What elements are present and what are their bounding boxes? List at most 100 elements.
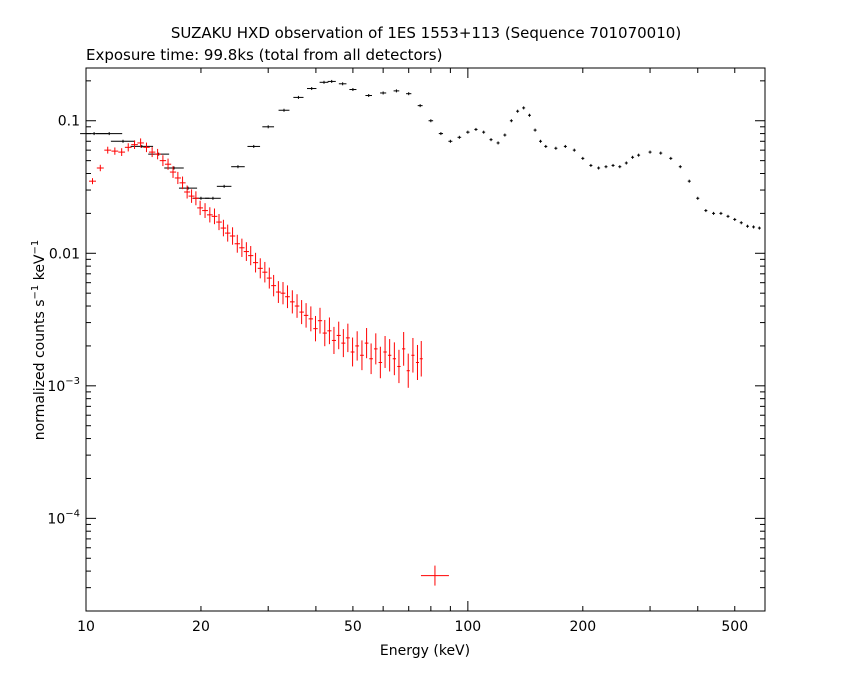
data-point xyxy=(248,246,254,266)
x-tick-label: 10 xyxy=(77,619,95,635)
data-point xyxy=(618,165,622,169)
data-point xyxy=(364,328,369,359)
data-point xyxy=(719,211,723,215)
data-point xyxy=(111,147,119,155)
data-point xyxy=(89,178,97,185)
data-point xyxy=(131,140,138,149)
data-point xyxy=(124,143,132,152)
data-point xyxy=(184,185,191,199)
data-point xyxy=(539,139,543,143)
data-point xyxy=(597,166,601,170)
data-point xyxy=(154,148,161,160)
series-red xyxy=(89,138,449,586)
data-point xyxy=(205,196,221,200)
data-point xyxy=(687,179,691,183)
data-point xyxy=(178,186,198,190)
data-point xyxy=(96,132,123,136)
data-point xyxy=(294,294,300,318)
series-black xyxy=(80,79,761,230)
data-point xyxy=(669,156,673,160)
data-point xyxy=(503,133,507,137)
data-point xyxy=(174,171,181,185)
data-point xyxy=(752,225,756,229)
data-point xyxy=(322,319,327,347)
data-point xyxy=(319,80,329,84)
data-point xyxy=(726,214,730,218)
data-point xyxy=(234,234,240,253)
data-point xyxy=(678,165,682,169)
data-point xyxy=(611,163,615,167)
data-point xyxy=(341,329,346,358)
data-point xyxy=(527,113,531,117)
data-point xyxy=(757,226,761,230)
data-point xyxy=(704,209,708,213)
data-point xyxy=(299,300,304,325)
data-point xyxy=(402,332,406,366)
data-point xyxy=(466,130,470,134)
data-point xyxy=(338,82,347,86)
data-point xyxy=(243,242,249,261)
data-point xyxy=(659,151,663,155)
x-tick-label: 50 xyxy=(344,619,362,635)
x-tick-labels: 10 20 50 100 200 500 xyxy=(77,619,748,635)
x-tick-label: 200 xyxy=(569,619,596,635)
x-axis-label: Energy (keV) xyxy=(380,643,470,659)
data-point xyxy=(148,147,156,158)
data-point xyxy=(387,339,392,372)
data-point xyxy=(262,125,275,129)
data-point xyxy=(380,91,387,95)
data-point xyxy=(303,303,309,328)
data-point xyxy=(572,148,576,152)
data-point xyxy=(220,219,227,237)
data-point xyxy=(428,119,434,123)
data-point xyxy=(544,144,548,148)
data-point xyxy=(393,89,400,93)
data-point xyxy=(164,166,184,170)
data-point xyxy=(355,331,360,361)
data-point xyxy=(392,342,397,376)
data-point xyxy=(712,211,716,215)
data-point xyxy=(216,214,222,231)
data-point xyxy=(306,87,317,91)
plot-frame xyxy=(85,67,766,612)
data-point xyxy=(554,146,558,150)
data-point xyxy=(211,208,218,225)
data-point xyxy=(169,166,177,178)
data-point xyxy=(350,337,355,367)
data-point xyxy=(489,138,493,142)
data-point xyxy=(164,158,172,170)
data-point xyxy=(275,281,281,303)
data-point xyxy=(327,79,336,83)
y-tick-label: 10−4 xyxy=(47,508,80,527)
data-point xyxy=(406,92,412,96)
data-point xyxy=(415,344,419,381)
data-point xyxy=(197,200,204,216)
data-point xyxy=(216,184,232,188)
axis-ticks xyxy=(85,68,766,612)
data-point xyxy=(406,353,410,388)
data-point xyxy=(733,217,737,221)
data-point xyxy=(280,282,286,305)
data-point xyxy=(289,290,295,314)
data-point xyxy=(327,317,332,345)
data-point xyxy=(522,106,526,110)
data-point xyxy=(482,130,486,134)
data-point xyxy=(374,333,378,365)
data-point xyxy=(438,132,444,136)
chart-title: SUZAKU HXD observation of 1ES 1553+113 (… xyxy=(171,24,681,42)
data-point xyxy=(188,189,195,203)
data-point xyxy=(746,224,750,228)
data-point xyxy=(206,207,213,223)
data-point xyxy=(110,139,136,143)
data-point xyxy=(648,150,652,154)
data-point xyxy=(224,224,231,242)
data-point xyxy=(104,146,112,154)
data-point xyxy=(96,164,104,172)
x-tick-label: 20 xyxy=(192,619,210,635)
data-point xyxy=(581,156,585,160)
data-point xyxy=(278,108,290,112)
data-point xyxy=(336,321,341,350)
data-point xyxy=(202,203,208,218)
data-point xyxy=(624,161,628,165)
data-point xyxy=(349,88,357,92)
